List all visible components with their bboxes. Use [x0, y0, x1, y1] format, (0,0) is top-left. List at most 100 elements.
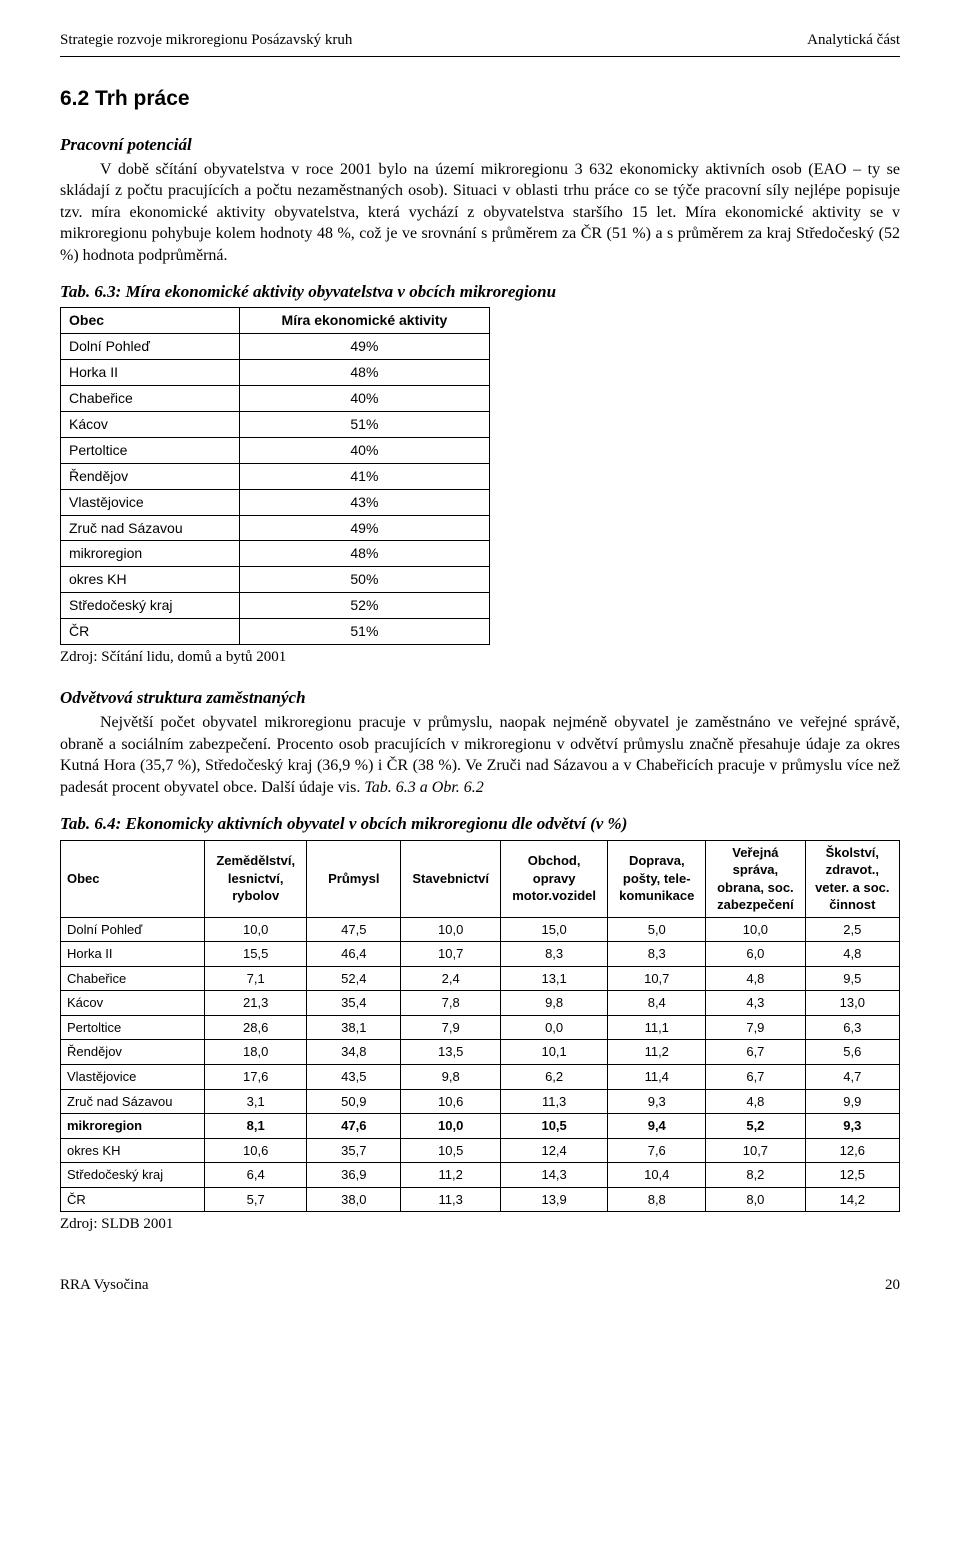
cell-value: 50,9 — [307, 1089, 401, 1114]
table2-caption: Tab. 6.4: Ekonomicky aktivních obyvatel … — [60, 813, 900, 836]
cell-value: 5,0 — [608, 917, 706, 942]
cell-value: 5,6 — [805, 1040, 899, 1065]
table-row: Středočeský kraj6,436,911,214,310,48,212… — [61, 1163, 900, 1188]
cell-value: 10,5 — [401, 1138, 500, 1163]
table1-header-row: Obec Míra ekonomické aktivity — [61, 308, 490, 334]
cell-value: 11,3 — [500, 1089, 607, 1114]
cell-value: 21,3 — [205, 991, 307, 1016]
table-row: ČR5,738,011,313,98,88,014,2 — [61, 1187, 900, 1212]
table-row: mikroregion48% — [61, 541, 490, 567]
table-mira-ekonomicke-aktivity: Obec Míra ekonomické aktivity Dolní Pohl… — [60, 307, 490, 645]
cell-value: 7,9 — [706, 1015, 805, 1040]
cell-value: 13,9 — [500, 1187, 607, 1212]
cell-obec: Dolní Pohleď — [61, 917, 205, 942]
cell-value: 11,1 — [608, 1015, 706, 1040]
cell-obec: Pertoltice — [61, 1015, 205, 1040]
cell-value: 10,0 — [706, 917, 805, 942]
cell-obec: Vlastějovice — [61, 489, 240, 515]
cell-value: 10,0 — [401, 1114, 500, 1139]
cell-value: 47,5 — [307, 917, 401, 942]
table-row: Vlastějovice17,643,59,86,211,46,74,7 — [61, 1064, 900, 1089]
cell-value: 13,5 — [401, 1040, 500, 1065]
cell-value: 38,1 — [307, 1015, 401, 1040]
header-underline — [60, 56, 900, 57]
cell-value: 9,9 — [805, 1089, 899, 1114]
table-row: Řendějov41% — [61, 463, 490, 489]
cell-value: 8,2 — [706, 1163, 805, 1188]
cell-value: 9,4 — [608, 1114, 706, 1139]
cell-value: 43% — [239, 489, 489, 515]
cell-value: 9,8 — [401, 1064, 500, 1089]
cell-value: 10,7 — [608, 966, 706, 991]
table-row: Zruč nad Sázavou3,150,910,611,39,34,89,9 — [61, 1089, 900, 1114]
cell-value: 46,4 — [307, 942, 401, 967]
table1-source: Zdroj: Sčítání lidu, domů a bytů 2001 — [60, 647, 900, 667]
cell-value: 9,3 — [805, 1114, 899, 1139]
cell-value: 41% — [239, 463, 489, 489]
cell-value: 10,6 — [205, 1138, 307, 1163]
cell-value: 49% — [239, 334, 489, 360]
table2-source: Zdroj: SLDB 2001 — [60, 1214, 900, 1234]
t2h1: Zemědělství, lesnictví, rybolov — [205, 840, 307, 917]
t2h4: Obchod, opravy motor.vozidel — [500, 840, 607, 917]
subheading-odvetvova-struktura: Odvětvová struktura zaměstnaných — [60, 687, 900, 710]
cell-obec: Řendějov — [61, 1040, 205, 1065]
cell-value: 52,4 — [307, 966, 401, 991]
cell-value: 15,5 — [205, 942, 307, 967]
cell-obec: okres KH — [61, 567, 240, 593]
cell-value: 49% — [239, 515, 489, 541]
table-row: Zruč nad Sázavou49% — [61, 515, 490, 541]
cell-obec: Zruč nad Sázavou — [61, 515, 240, 541]
table2-header-row: Obec Zemědělství, lesnictví, rybolov Prů… — [61, 840, 900, 917]
cell-value: 5,7 — [205, 1187, 307, 1212]
cell-value: 8,3 — [500, 942, 607, 967]
t2h7: Školství, zdravot., veter. a soc. činnos… — [805, 840, 899, 917]
cell-obec: Zruč nad Sázavou — [61, 1089, 205, 1114]
cell-value: 4,3 — [706, 991, 805, 1016]
cell-value: 8,4 — [608, 991, 706, 1016]
footer-left: RRA Vysočina — [60, 1275, 148, 1295]
cell-obec: Chabeřice — [61, 386, 240, 412]
table-row: Pertoltice28,638,17,90,011,17,96,3 — [61, 1015, 900, 1040]
cell-value: 14,3 — [500, 1163, 607, 1188]
cell-obec: Kácov — [61, 991, 205, 1016]
cell-value: 48% — [239, 360, 489, 386]
paragraph-1: V době sčítání obyvatelstva v roce 2001 … — [60, 159, 900, 267]
cell-value: 7,9 — [401, 1015, 500, 1040]
cell-value: 51% — [239, 619, 489, 645]
cell-value: 6,0 — [706, 942, 805, 967]
cell-value: 4,7 — [805, 1064, 899, 1089]
t2h5: Doprava, pošty, tele-komunikace — [608, 840, 706, 917]
table-row: ČR51% — [61, 619, 490, 645]
table-row: Horka II48% — [61, 360, 490, 386]
cell-obec: Středočeský kraj — [61, 593, 240, 619]
cell-obec: mikroregion — [61, 541, 240, 567]
cell-value: 10,5 — [500, 1114, 607, 1139]
table-row: Dolní Pohleď10,047,510,015,05,010,02,5 — [61, 917, 900, 942]
cell-value: 51% — [239, 412, 489, 438]
cell-value: 17,6 — [205, 1064, 307, 1089]
cell-value: 10,1 — [500, 1040, 607, 1065]
cell-value: 12,5 — [805, 1163, 899, 1188]
cell-value: 10,7 — [401, 942, 500, 967]
table-row: Kácov21,335,47,89,88,44,313,0 — [61, 991, 900, 1016]
cell-value: 6,7 — [706, 1064, 805, 1089]
cell-value: 48% — [239, 541, 489, 567]
table-row: Chabeřice40% — [61, 386, 490, 412]
cell-obec: Pertoltice — [61, 437, 240, 463]
page-footer: RRA Vysočina 20 — [60, 1275, 900, 1295]
cell-value: 10,0 — [401, 917, 500, 942]
cell-value: 38,0 — [307, 1187, 401, 1212]
cell-value: 14,2 — [805, 1187, 899, 1212]
cell-obec: mikroregion — [61, 1114, 205, 1139]
table-row: okres KH10,635,710,512,47,610,712,6 — [61, 1138, 900, 1163]
cell-value: 13,1 — [500, 966, 607, 991]
cell-value: 8,0 — [706, 1187, 805, 1212]
table1-col-obec: Obec — [61, 308, 240, 334]
cell-obec: Středočeský kraj — [61, 1163, 205, 1188]
cell-value: 43,5 — [307, 1064, 401, 1089]
cell-obec: Vlastějovice — [61, 1064, 205, 1089]
cell-value: 13,0 — [805, 991, 899, 1016]
cell-value: 50% — [239, 567, 489, 593]
cell-value: 47,6 — [307, 1114, 401, 1139]
